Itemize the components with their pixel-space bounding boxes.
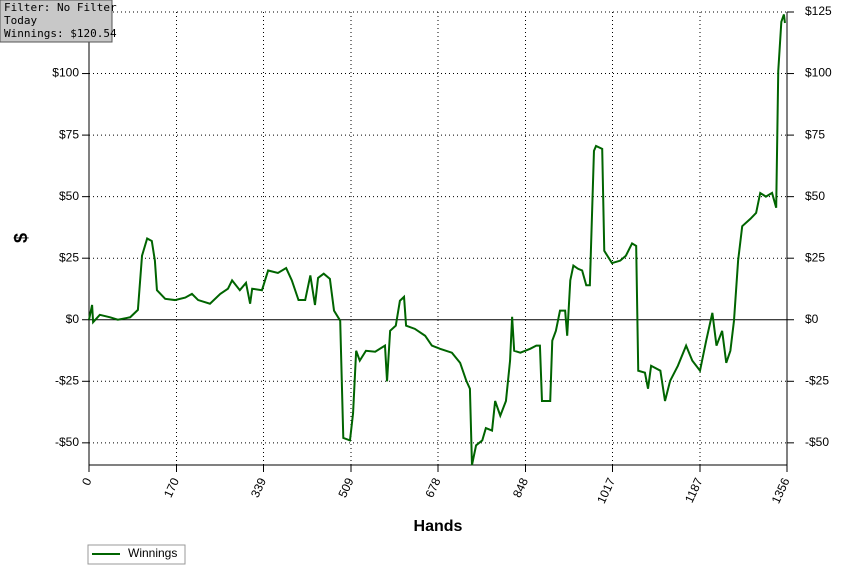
y2-tick-label: $125 xyxy=(805,4,832,18)
filter-text: Winnings: $120.54 xyxy=(4,27,117,40)
y-tick-label: $25 xyxy=(59,250,79,264)
y-tick-label: -$50 xyxy=(55,435,79,449)
y-tick-label: $50 xyxy=(59,189,79,203)
y-tick-label: -$25 xyxy=(55,373,79,387)
filter-text: Today xyxy=(4,14,37,27)
y2-tick-label: $75 xyxy=(805,127,825,141)
y2-tick-label: $25 xyxy=(805,250,825,264)
filter-box xyxy=(0,0,113,43)
y-axis-label: $ xyxy=(11,233,31,243)
y2-tick-label: $100 xyxy=(805,66,832,80)
line xyxy=(88,14,786,466)
y2-tick-label: $50 xyxy=(805,189,825,203)
y2-tick-label: -$50 xyxy=(805,435,829,449)
y-tick-label: $0 xyxy=(66,312,80,326)
y-tick-label: $100 xyxy=(52,66,79,80)
y-tick-label: $75 xyxy=(59,127,79,141)
legend-box xyxy=(87,544,186,565)
y2-tick-label: $0 xyxy=(805,312,819,326)
y2-tick-label: -$25 xyxy=(805,373,829,387)
x-axis-label: Hands xyxy=(414,518,463,535)
filter-text: Filter: No Filter xyxy=(4,1,117,14)
legend-label: Winnings xyxy=(128,546,177,560)
